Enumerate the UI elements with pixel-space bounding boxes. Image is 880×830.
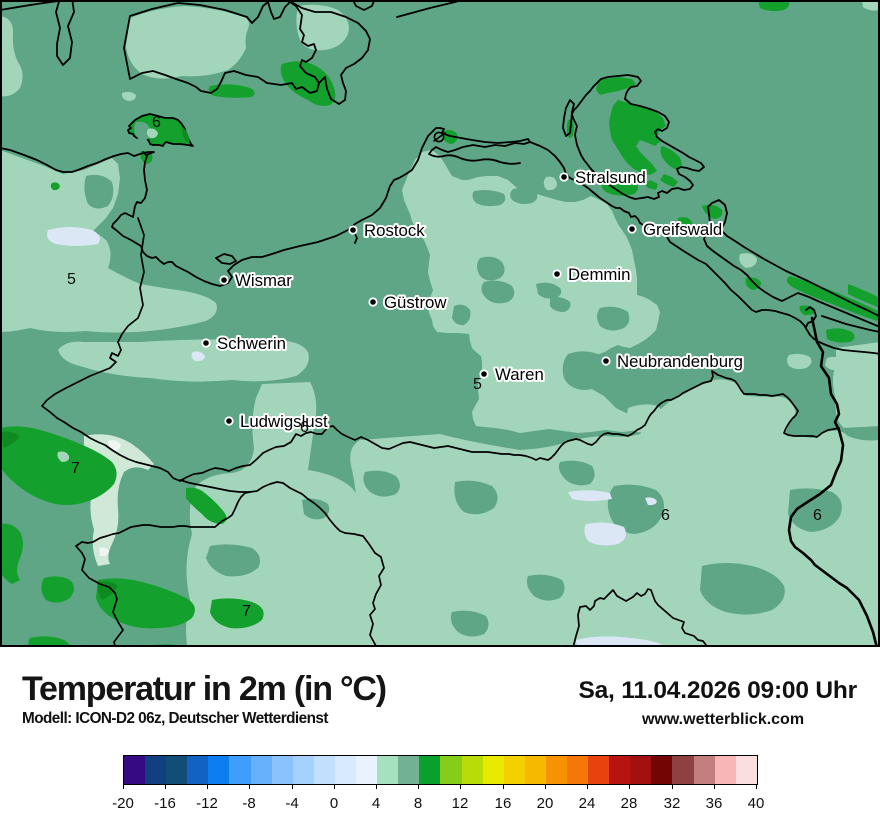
svg-text:6: 6 [152, 114, 161, 131]
svg-text:Schwerin: Schwerin [217, 334, 286, 353]
svg-text:Wismar: Wismar [235, 271, 292, 290]
svg-text:6: 6 [661, 507, 670, 524]
svg-text:Stralsund: Stralsund [575, 168, 646, 187]
svg-text:6: 6 [300, 419, 309, 436]
svg-text:5: 5 [473, 376, 482, 393]
svg-text:Güstrow: Güstrow [384, 293, 447, 312]
svg-text:Waren: Waren [495, 365, 544, 384]
svg-text:7: 7 [242, 603, 251, 620]
svg-text:Rostock: Rostock [364, 221, 425, 240]
svg-text:6: 6 [813, 507, 822, 524]
svg-text:Demmin: Demmin [568, 265, 630, 284]
svg-text:Greifswald: Greifswald [643, 220, 722, 239]
svg-text:Ludwigslust: Ludwigslust [240, 412, 328, 431]
svg-text:7: 7 [71, 460, 80, 477]
svg-text:5: 5 [67, 271, 76, 288]
svg-text:Neubrandenburg: Neubrandenburg [617, 352, 743, 371]
